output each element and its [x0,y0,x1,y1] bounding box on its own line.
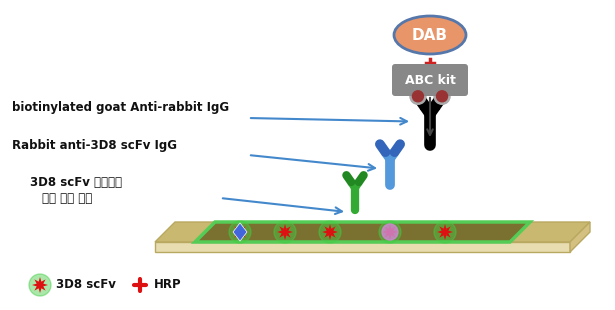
Text: biotinylated goat Anti-rabbit IgG: biotinylated goat Anti-rabbit IgG [12,101,229,114]
Polygon shape [437,224,453,240]
Polygon shape [232,224,248,240]
Circle shape [434,221,456,243]
Circle shape [434,88,450,104]
Polygon shape [570,222,590,252]
FancyBboxPatch shape [392,64,468,96]
Circle shape [29,274,51,296]
Polygon shape [233,223,247,241]
Circle shape [437,91,448,102]
Polygon shape [277,224,293,240]
Text: HRP: HRP [154,278,181,291]
Circle shape [229,221,251,243]
Text: 3D8 scFv 형질전환: 3D8 scFv 형질전환 [30,176,122,189]
Text: ABC kit: ABC kit [405,73,456,86]
Circle shape [379,221,401,243]
Polygon shape [382,224,398,240]
Text: DAB: DAB [412,28,448,42]
Text: 3D8 scFv: 3D8 scFv [56,278,116,291]
Polygon shape [195,222,530,242]
Ellipse shape [394,16,466,54]
Polygon shape [155,222,590,242]
Circle shape [274,221,296,243]
Circle shape [319,221,341,243]
Circle shape [382,224,398,240]
Text: Rabbit anti-3D8 scFv IgG: Rabbit anti-3D8 scFv IgG [12,139,177,152]
Polygon shape [32,277,48,293]
Polygon shape [322,224,338,240]
Text: 동물 장기 조직: 동물 장기 조직 [42,192,92,205]
Polygon shape [155,242,570,252]
Circle shape [413,91,424,102]
Circle shape [410,88,426,104]
